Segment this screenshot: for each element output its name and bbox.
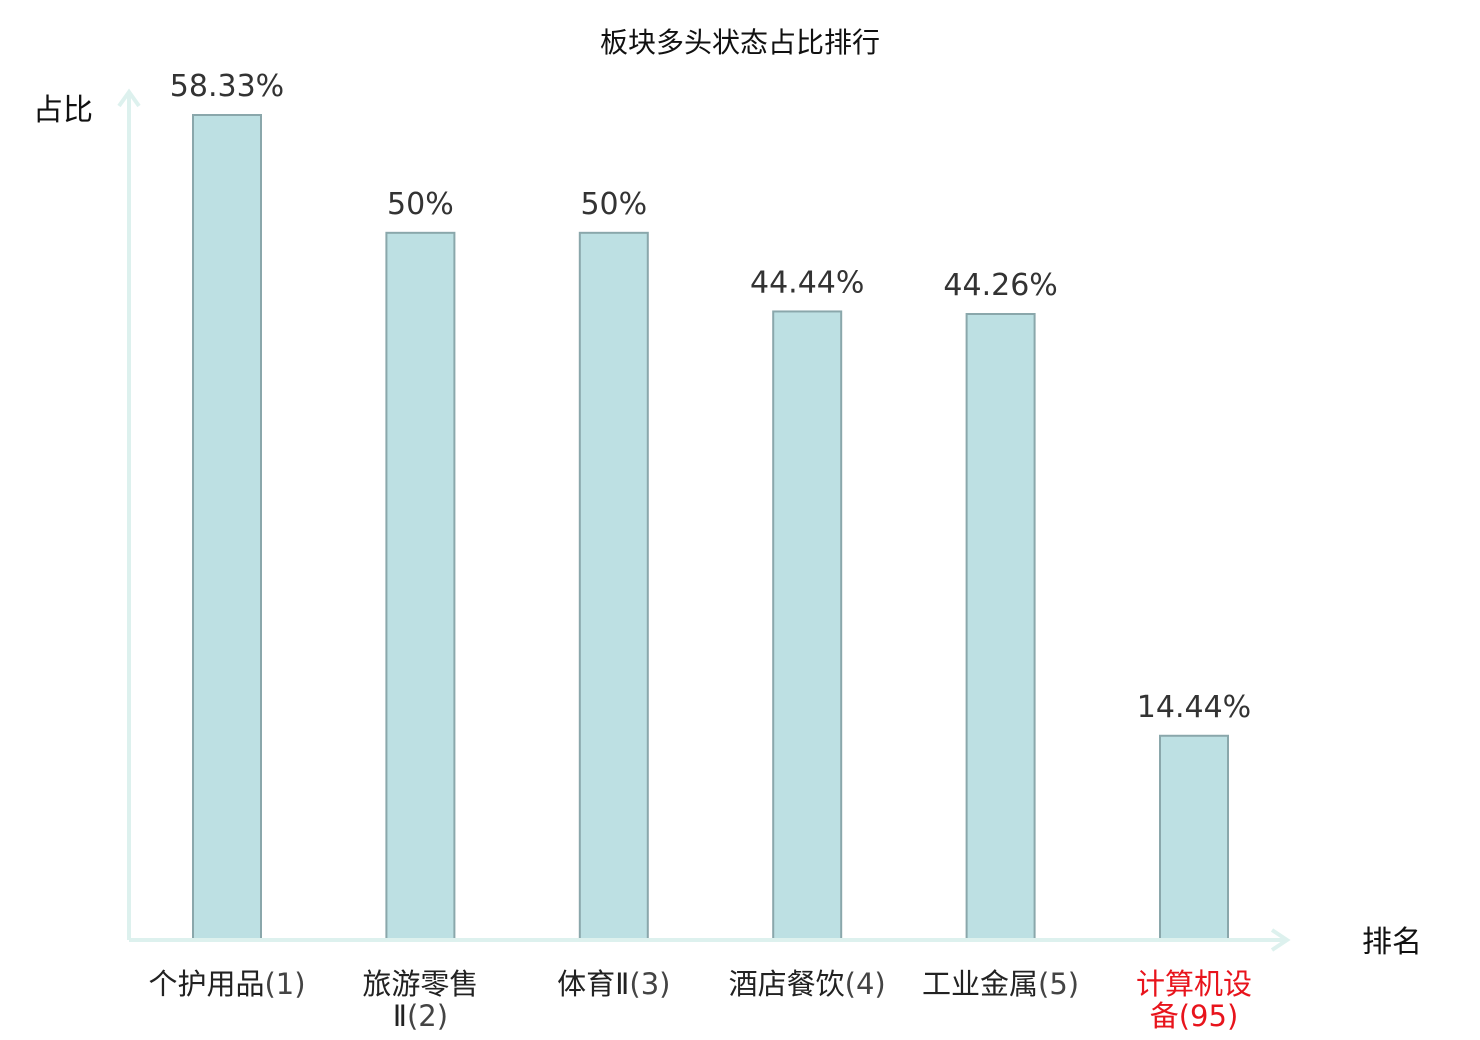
category-label-3: 体育Ⅱ(3) [557,967,670,1001]
axes [117,88,1291,952]
y-axis-label: 占比 [33,93,93,128]
category-label-5: 工业金属(5) [922,967,1079,1001]
value-labels-group: 58.33% 50% 50% 44.44% 44.26% 14.44% [170,69,1251,725]
chart-title: 板块多头状态占比排行 [600,26,880,59]
y-axis-arrow-icon [117,88,141,108]
value-label-3: 50% [580,187,647,222]
category-label-1: 个护用品(1) [148,967,305,1001]
bar-4 [772,310,843,941]
bars-group [192,114,1229,942]
bar-3 [578,231,649,942]
category-label-4: 酒店餐饮(4) [729,967,886,1001]
x-axis-arrow-icon [1270,928,1291,952]
bar-6 [1159,734,1229,941]
value-label-6: 14.44% [1137,690,1251,725]
value-label-4: 44.44% [750,265,864,300]
bar-5 [965,313,1036,942]
value-label-2: 50% [387,187,454,222]
value-label-1: 58.33% [170,69,284,104]
x-axis-label: 排名 [1362,925,1422,960]
category-labels-group: 个护用品(1) 旅游零售 Ⅱ(2) 体育Ⅱ(3) 酒店餐饮(4) 工业金属(5) 计算机设备… [148,967,1252,1033]
category-label-6: 计算机设备(95) [1136,967,1252,1033]
bar-2 [385,231,456,942]
bar-1 [192,114,262,941]
value-label-5: 44.26% [943,268,1057,303]
category-label-2: 旅游零售 Ⅱ(2) [362,967,478,1033]
